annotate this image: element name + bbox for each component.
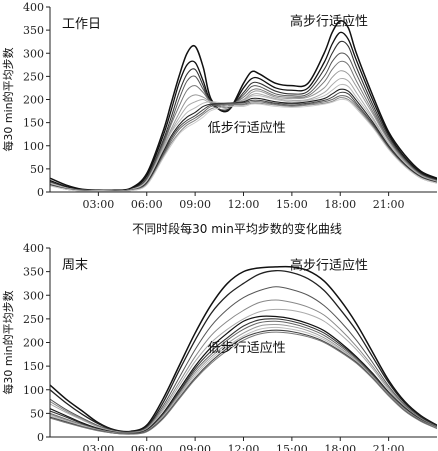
- series-line-3: [50, 286, 437, 433]
- annotation-label: 高步行适应性: [290, 14, 368, 30]
- y-tick-label: 0: [37, 186, 44, 199]
- y-tick-label: 50: [30, 407, 44, 420]
- y-tick-label: 50: [30, 163, 44, 176]
- y-tick-label: 400: [23, 242, 44, 255]
- x-tick-label: 18:00: [324, 198, 356, 211]
- x-tick-label: 15:00: [276, 198, 308, 211]
- x-tick-label: 09:00: [179, 198, 211, 211]
- y-tick-label: 250: [23, 313, 44, 326]
- x-tick-label: 21:00: [373, 443, 405, 451]
- series-line-13: [50, 98, 437, 192]
- annotation-label: 低步行适应性: [208, 340, 286, 356]
- panel-label: 工作日: [62, 17, 101, 32]
- y-tick-label: 200: [23, 337, 44, 350]
- y-tick-label: 0: [37, 431, 44, 444]
- figure-caption: 不同时段每30 min平均步数的变化曲线: [132, 221, 342, 236]
- y-axis-label: 每30 min的平均步数: [1, 290, 15, 394]
- y-tick-label: 100: [23, 140, 44, 153]
- y-tick-label: 350: [23, 266, 44, 279]
- y-axis-label: 每30 min的平均步数: [1, 47, 15, 151]
- y-tick-label: 250: [23, 70, 44, 83]
- series-line-10: [50, 91, 437, 192]
- series-line-12: [50, 331, 437, 435]
- y-tick-label: 200: [23, 94, 44, 107]
- x-tick-label: 15:00: [276, 443, 308, 451]
- x-tick-label: 03:00: [83, 198, 115, 211]
- x-tick-label: 21:00: [373, 198, 405, 211]
- y-tick-label: 300: [23, 47, 44, 60]
- x-tick-label: 03:00: [83, 443, 115, 451]
- x-tick-label: 12:00: [228, 198, 260, 211]
- chart-panel-1: 0 50 100 150 200 250 300 350 400 03:00 06:00 09:00 1…: [1, 1, 437, 211]
- series-line-5: [50, 308, 437, 434]
- panel-label: 周末: [62, 258, 88, 273]
- y-tick-label: 100: [23, 384, 44, 397]
- x-tick-label: 18:00: [324, 443, 356, 451]
- series-group: [50, 19, 437, 192]
- series-group: [50, 265, 437, 435]
- y-tick-label: 150: [23, 360, 44, 373]
- chart-panel-2: 0 50 100 150 200 250 300 350 400 03:00 06:00 09:00 1…: [1, 242, 437, 451]
- y-tick-label: 150: [23, 117, 44, 130]
- x-tick-label: 09:00: [179, 443, 211, 451]
- x-tick-label: 12:00: [228, 443, 260, 451]
- series-line-8: [50, 83, 437, 192]
- annotation-label: 低步行适应性: [208, 120, 286, 136]
- annotation-label: 高步行适应性: [290, 257, 368, 273]
- y-tick-label: 400: [23, 1, 44, 14]
- y-tick-label: 300: [23, 289, 44, 302]
- series-line-3: [50, 40, 437, 192]
- x-tick-label: 06:00: [131, 198, 163, 211]
- x-tick-label: 06:00: [131, 443, 163, 451]
- y-tick-label: 350: [23, 24, 44, 37]
